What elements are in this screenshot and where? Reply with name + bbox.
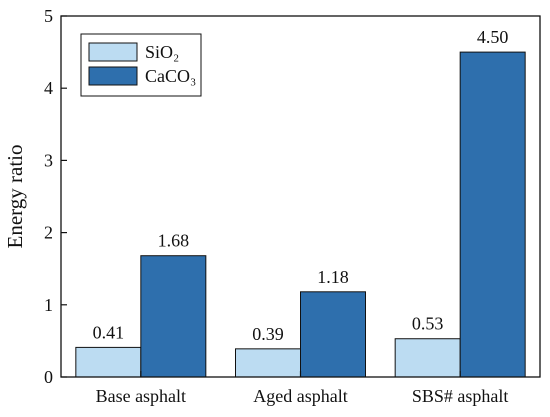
data-label: 1.68 bbox=[158, 231, 190, 251]
data-label: 0.39 bbox=[252, 324, 284, 344]
bar-caco3 bbox=[140, 255, 207, 378]
x-tick-label: SBS# asphalt bbox=[412, 386, 509, 406]
legend-swatch-sio2 bbox=[88, 42, 138, 62]
y-tick-label: 2 bbox=[44, 223, 53, 243]
y-axis-label: Energy ratio bbox=[3, 145, 27, 249]
y-axis: 0 1 2 3 4 5 bbox=[44, 6, 67, 387]
bar-sio2 bbox=[75, 346, 142, 378]
legend-label: CaCO₃ bbox=[145, 66, 196, 86]
y-tick-label: 1 bbox=[44, 295, 53, 315]
x-tick-label: Aged asphalt bbox=[253, 386, 347, 406]
legend: SiO₂ CaCO₃ bbox=[80, 33, 202, 97]
legend-label: SiO₂ bbox=[145, 42, 179, 62]
data-label: 1.18 bbox=[317, 267, 349, 287]
x-axis: Base asphalt Aged asphalt SBS# asphalt bbox=[96, 371, 509, 406]
bar-sio2 bbox=[235, 348, 301, 378]
y-tick-label: 5 bbox=[44, 6, 53, 26]
bar-caco3 bbox=[459, 51, 526, 378]
y-tick-label: 3 bbox=[44, 150, 53, 170]
data-labels-layer: 0.41 1.68 0.39 1.18 0.53 4.50 bbox=[93, 27, 509, 344]
x-tick-label: Base asphalt bbox=[96, 386, 186, 406]
data-label: 4.50 bbox=[477, 27, 509, 47]
bars-layer bbox=[75, 51, 526, 378]
data-label: 0.53 bbox=[412, 314, 444, 334]
bar-caco3 bbox=[300, 291, 366, 378]
bar-sio2 bbox=[394, 338, 461, 378]
y-tick-label: 0 bbox=[44, 367, 53, 387]
data-label: 0.41 bbox=[93, 322, 125, 342]
y-tick-label: 4 bbox=[44, 78, 53, 98]
legend-swatch-caco3 bbox=[88, 66, 138, 86]
